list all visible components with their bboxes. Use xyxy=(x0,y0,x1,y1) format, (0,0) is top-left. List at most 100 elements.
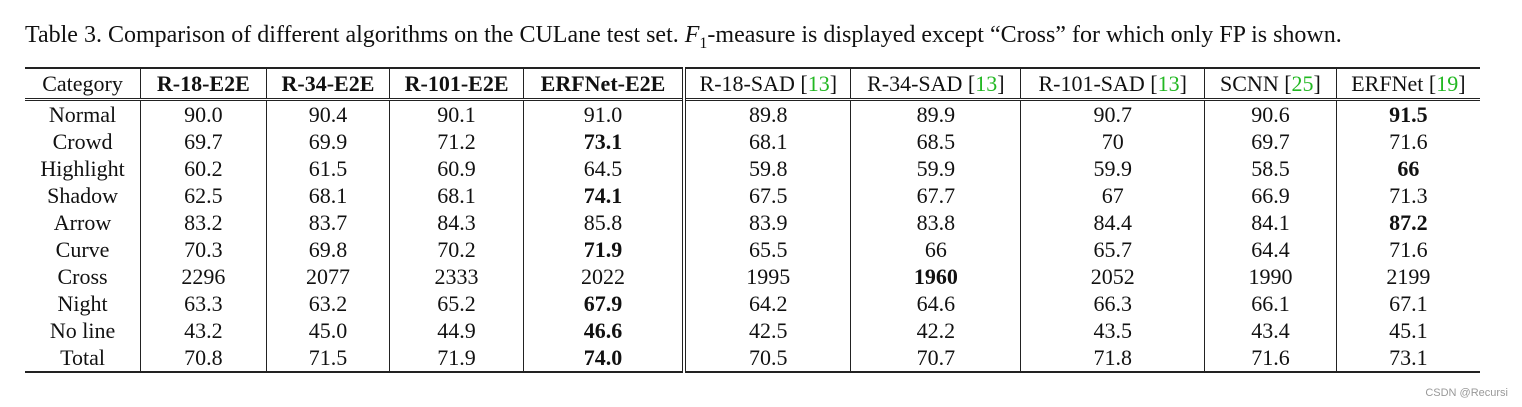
column-name: R-101-SAD [ xyxy=(1038,70,1158,96)
table-cell: 64.5 xyxy=(522,155,687,182)
caption: Table 3. Comparison of different algorit… xyxy=(25,22,1342,53)
bracket: ] xyxy=(1179,70,1187,96)
column-name: ERFNet [ xyxy=(1351,70,1437,96)
table-cell: 2077 xyxy=(265,263,391,290)
column-header: R-101-E2E xyxy=(389,67,524,101)
table-cell: 70.8 xyxy=(140,344,267,373)
table-cell: 74.1 xyxy=(522,182,687,209)
table-row: Curve 70.3 69.8 70.2 71.9 65.5 66 65.7 64.4 71.6 xyxy=(25,236,1480,263)
citation: 13 xyxy=(975,70,998,96)
table-cell: 71.6 xyxy=(1335,128,1480,155)
table-row: Cross 2296 2077 2333 2022 1995 1960 2052 1990 219… xyxy=(25,263,1480,290)
column-name: ERFNet-E2E xyxy=(540,70,666,96)
citation: 19 xyxy=(1436,70,1459,96)
table-cell: 59.9 xyxy=(1020,155,1206,182)
table-cell: 69.7 xyxy=(140,128,267,155)
table-cell: 64.2 xyxy=(683,290,852,317)
table-cell: 1990 xyxy=(1204,263,1337,290)
table-cell: 43.5 xyxy=(1020,317,1206,344)
table-cell: 61.5 xyxy=(265,155,391,182)
table-cell: 83.2 xyxy=(140,209,267,236)
caption-symbol: F xyxy=(684,22,700,48)
table-cell: 2296 xyxy=(140,263,267,290)
column-header: R-34-SAD [13] xyxy=(850,67,1022,101)
table-cell: 70.5 xyxy=(683,344,852,373)
table-cell: 70.7 xyxy=(850,344,1022,373)
table-cell: 46.6 xyxy=(522,317,687,344)
citation: 13 xyxy=(807,70,830,96)
table-cell: 68.1 xyxy=(389,182,524,209)
table-cell: 71.9 xyxy=(522,236,687,263)
table-cell: 84.3 xyxy=(389,209,524,236)
table-cell: 1995 xyxy=(683,263,852,290)
table-cell: 67.9 xyxy=(522,290,687,317)
table-body: Normal 90.0 90.4 90.1 91.0 89.8 89.9 90.7 90.6 91… xyxy=(25,99,1480,373)
table-cell: 42.5 xyxy=(683,317,852,344)
table-cell: 90.7 xyxy=(1020,99,1206,128)
table-cell: 64.6 xyxy=(850,290,1022,317)
table-cell: 70.2 xyxy=(389,236,524,263)
table-cell: 69.7 xyxy=(1204,128,1337,155)
table-cell: 71.5 xyxy=(265,344,391,373)
row-label: Night xyxy=(25,290,142,317)
table-row: Total 70.8 71.5 71.9 74.0 70.5 70.7 71.8 71.6 73.… xyxy=(25,344,1480,373)
table-cell: 2199 xyxy=(1335,263,1480,290)
table-cell: 60.2 xyxy=(140,155,267,182)
citation: 13 xyxy=(1157,70,1180,96)
table-cell: 70.3 xyxy=(140,236,267,263)
table-cell: 43.2 xyxy=(140,317,267,344)
table-cell: 67.1 xyxy=(1335,290,1480,317)
table-row: Shadow 62.5 68.1 68.1 74.1 67.5 67.7 67 66.9 71.3 xyxy=(25,182,1480,209)
table-cell: 2333 xyxy=(389,263,524,290)
column-name: R-18-E2E xyxy=(156,70,250,96)
table-cell: 44.9 xyxy=(389,317,524,344)
table-cell: 63.3 xyxy=(140,290,267,317)
column-header: R-101-SAD [13] xyxy=(1020,67,1206,101)
table-cell: 90.4 xyxy=(265,99,391,128)
row-label: Curve xyxy=(25,236,142,263)
column-header: R-34-E2E xyxy=(265,67,391,101)
table-cell: 67 xyxy=(1020,182,1206,209)
table-cell: 65.7 xyxy=(1020,236,1206,263)
column-name: R-34-SAD [ xyxy=(867,70,976,96)
table-cell: 65.2 xyxy=(389,290,524,317)
table-cell: 87.2 xyxy=(1335,209,1480,236)
table-cell: 91.0 xyxy=(522,99,687,128)
table-cell: 59.8 xyxy=(683,155,852,182)
table-cell: 84.4 xyxy=(1020,209,1206,236)
table-cell: 62.5 xyxy=(140,182,267,209)
table-cell: 90.6 xyxy=(1204,99,1337,128)
table-cell: 68.5 xyxy=(850,128,1022,155)
column-header: R-18-SAD [13] xyxy=(683,67,852,101)
bracket: ] xyxy=(1313,70,1321,96)
table-cell: 71.2 xyxy=(389,128,524,155)
table-cell: 45.1 xyxy=(1335,317,1480,344)
table-cell: 68.1 xyxy=(683,128,852,155)
row-label: Shadow xyxy=(25,182,142,209)
table-cell: 84.1 xyxy=(1204,209,1337,236)
table-cell: 66.9 xyxy=(1204,182,1337,209)
table-row: Normal 90.0 90.4 90.1 91.0 89.8 89.9 90.7 90.6 91… xyxy=(25,99,1480,128)
table-row: Crowd 69.7 69.9 71.2 73.1 68.1 68.5 70 69.7 71.6 xyxy=(25,128,1480,155)
watermark: CSDN @Recursi xyxy=(1425,387,1508,399)
row-label: No line xyxy=(25,317,142,344)
header-row: Category R-18-E2E R-34-E2E R-101-E2E ERFNet-… xyxy=(25,67,1480,101)
caption-text: Table 3. Comparison of different algorit… xyxy=(25,22,685,48)
row-label: Cross xyxy=(25,263,142,290)
table-cell: 67.5 xyxy=(683,182,852,209)
table-cell: 71.6 xyxy=(1335,236,1480,263)
table-cell: 65.5 xyxy=(683,236,852,263)
column-header: R-18-E2E xyxy=(140,67,267,101)
caption-text: -measure is displayed except “Cross” for… xyxy=(707,22,1342,48)
table-cell: 90.0 xyxy=(140,99,267,128)
column-name: R-34-E2E xyxy=(281,70,375,96)
table-cell: 58.5 xyxy=(1204,155,1337,182)
table-cell: 63.2 xyxy=(265,290,391,317)
table-cell: 91.5 xyxy=(1335,99,1480,128)
table-cell: 90.1 xyxy=(389,99,524,128)
table-row: Arrow 83.2 83.7 84.3 85.8 83.9 83.8 84.4 84.1 87.… xyxy=(25,209,1480,236)
table-cell: 71.6 xyxy=(1204,344,1337,373)
table-cell: 69.8 xyxy=(265,236,391,263)
citation: 25 xyxy=(1291,70,1314,96)
table-cell: 74.0 xyxy=(522,344,687,373)
